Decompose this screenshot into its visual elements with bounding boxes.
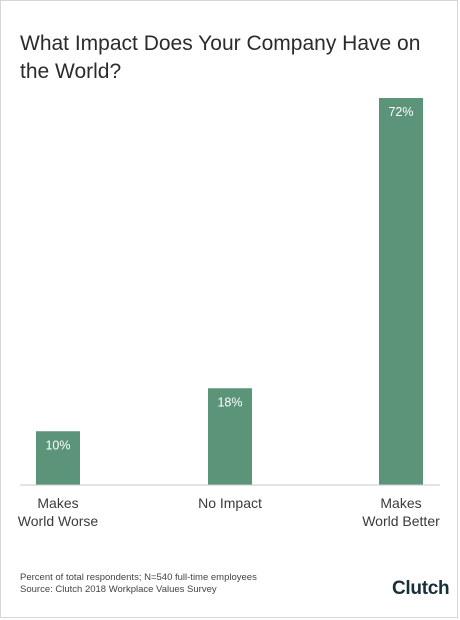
category-label-0-line-1: World Worse	[18, 513, 99, 529]
bar-2	[379, 98, 423, 485]
chart-title: What Impact Does Your Company Have on th…	[20, 32, 421, 83]
category-label-0-line-0: Makes	[37, 495, 78, 511]
chart-footnote: Percent of total respondents; N=540 full…	[20, 572, 257, 596]
category-label-2-line-0: Makes	[380, 495, 421, 511]
bar-1	[208, 388, 252, 485]
value-label-2: 72%	[388, 105, 413, 119]
footnote-respondents: Percent of total respondents; N=540 full…	[20, 572, 257, 583]
value-label-1: 18%	[217, 395, 242, 409]
footnote-source: Source: Clutch 2018 Workplace Values Sur…	[20, 584, 217, 595]
clutch-logo-text: Clutch	[392, 578, 450, 599]
value-label-0: 10%	[45, 438, 70, 452]
category-label-2-line-1: World Better	[362, 513, 440, 529]
bar-0	[36, 431, 80, 485]
clutch-logo: Clutch	[392, 578, 450, 600]
category-label-1-line-0: No Impact	[198, 495, 262, 511]
